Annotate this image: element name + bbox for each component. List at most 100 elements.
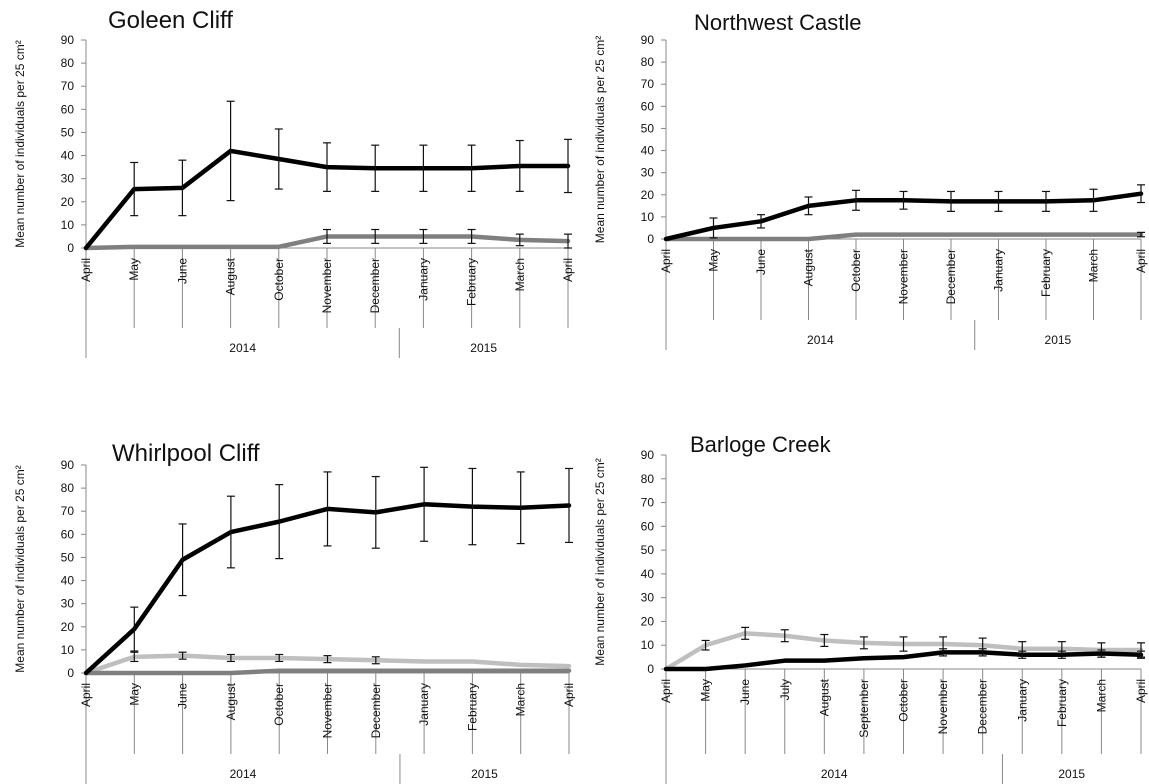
x-tick-label: November: [936, 679, 950, 734]
x-tick-label: April: [79, 258, 93, 282]
y-axis-label: Mean number of individuals per 25 cm²: [13, 465, 27, 672]
y-tick-label: 50: [641, 121, 655, 135]
x-tick-label: October: [897, 679, 911, 722]
y-tick-label: 30: [641, 591, 655, 605]
x-tick-label: February: [1039, 249, 1053, 297]
x-tick-label: February: [1055, 679, 1069, 727]
y-tick-label: 30: [61, 172, 75, 186]
y-tick-label: 30: [641, 166, 655, 180]
year-label: 2015: [471, 767, 498, 781]
x-tick-label: December: [976, 679, 990, 734]
x-tick-label: April: [561, 258, 575, 282]
x-tick-label: November: [321, 683, 335, 738]
x-tick-label: July: [778, 679, 792, 700]
x-tick-label: November: [320, 258, 334, 313]
year-label: 2014: [230, 767, 257, 781]
x-tick-label: December: [369, 683, 383, 738]
x-tick-label: October: [849, 249, 863, 292]
chart-northwest-castle: Northwest Castle Mean number of individua…: [575, 0, 1149, 392]
x-tick-label: May: [707, 249, 721, 272]
y-tick-label: 30: [61, 597, 75, 611]
x-tick-label: January: [416, 258, 430, 301]
x-tick-label: January: [417, 683, 431, 726]
x-tick-label: June: [175, 258, 189, 284]
y-tick-label: 70: [641, 496, 655, 510]
x-tick-label: March: [1087, 249, 1101, 282]
y-tick-label: 10: [641, 210, 655, 224]
y-tick-label: 0: [647, 662, 654, 676]
year-label: 2014: [229, 341, 256, 355]
y-tick-label: 50: [61, 550, 75, 564]
chart-title: Whirlpool Cliff: [112, 440, 260, 467]
x-tick-label: August: [802, 248, 816, 286]
y-tick-label: 90: [641, 33, 655, 47]
x-tick-label: April: [562, 683, 575, 707]
y-tick-label: 70: [61, 79, 75, 93]
chart-title: Northwest Castle: [694, 10, 862, 35]
x-tick-label: June: [754, 249, 768, 275]
y-tick-label: 10: [641, 638, 655, 652]
x-tick-label: October: [272, 258, 286, 301]
x-tick-label: April: [659, 249, 673, 273]
year-label: 2015: [1058, 767, 1085, 781]
series-line: [663, 232, 1144, 242]
x-tick-label: April: [79, 683, 93, 707]
y-tick-label: 20: [61, 620, 75, 634]
chart-barloge-creek: Barloge Creek Mean number of individuals …: [575, 392, 1149, 784]
year-label: 2014: [807, 333, 834, 347]
x-tick-label: November: [897, 249, 911, 304]
y-tick-label: 20: [641, 614, 655, 628]
y-tick-label: 80: [641, 472, 655, 486]
x-tick-label: October: [272, 683, 286, 726]
y-tick-label: 80: [641, 55, 655, 69]
y-tick-label: 10: [61, 643, 75, 657]
x-tick-label: June: [176, 683, 190, 709]
x-tick-label: June: [738, 679, 752, 705]
x-tick-label: April: [1134, 249, 1148, 273]
y-tick-label: 40: [641, 144, 655, 158]
y-axis-label: Mean number of individuals per 25 cm²: [13, 40, 27, 247]
year-label: 2014: [821, 767, 848, 781]
y-tick-label: 40: [641, 567, 655, 581]
chart-whirlpool-cliff: Whirlpool Cliff Mean number of individual…: [0, 392, 575, 784]
y-tick-label: 50: [641, 543, 655, 557]
y-tick-label: 80: [61, 56, 75, 70]
y-tick-label: 60: [61, 527, 75, 541]
series-line: [663, 650, 1144, 672]
x-tick-label: August: [224, 257, 238, 295]
y-tick-label: 0: [647, 232, 654, 246]
y-axis-label: Mean number of individuals per 25 cm²: [593, 36, 607, 243]
chart-svg: Barloge Creek Mean number of individuals …: [593, 432, 1148, 784]
chart-title: Barloge Creek: [690, 432, 832, 457]
y-tick-label: 90: [61, 33, 75, 47]
chart-title: Goleen Cliff: [108, 7, 233, 34]
y-tick-label: 90: [61, 458, 75, 472]
chart-svg: Goleen Cliff Mean number of individuals p…: [13, 7, 575, 358]
y-tick-label: 60: [641, 519, 655, 533]
x-tick-label: February: [465, 258, 479, 306]
x-tick-label: March: [514, 683, 528, 716]
x-tick-label: September: [857, 679, 871, 738]
x-tick-label: August: [817, 678, 831, 716]
y-tick-label: 20: [61, 195, 75, 209]
x-tick-label: December: [368, 258, 382, 313]
y-tick-label: 90: [641, 448, 655, 462]
series-line: [83, 668, 572, 676]
x-tick-label: May: [127, 258, 141, 281]
x-tick-label: May: [127, 683, 141, 706]
x-tick-label: January: [992, 249, 1006, 292]
x-tick-label: April: [659, 679, 673, 703]
x-tick-label: August: [224, 682, 238, 720]
x-tick-label: April: [1134, 679, 1148, 703]
year-label: 2015: [1045, 333, 1072, 347]
year-label: 2015: [470, 341, 497, 355]
x-tick-label: December: [944, 249, 958, 304]
y-tick-label: 10: [61, 218, 75, 232]
y-tick-label: 40: [61, 574, 75, 588]
y-tick-label: 80: [61, 481, 75, 495]
x-tick-label: February: [465, 683, 479, 731]
y-tick-label: 70: [61, 504, 75, 518]
y-tick-label: 40: [61, 149, 75, 163]
y-tick-label: 50: [61, 125, 75, 139]
y-axis-label: Mean number of individuals per 25 cm²: [593, 458, 607, 665]
